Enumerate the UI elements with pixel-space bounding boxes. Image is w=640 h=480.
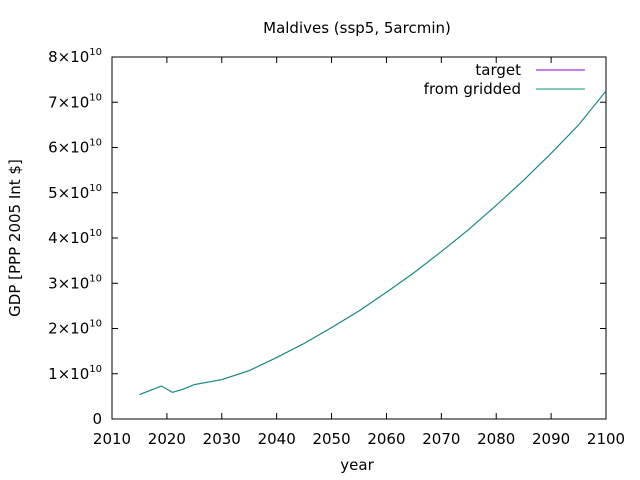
x-tick-label: 2060	[367, 430, 405, 448]
x-tick-label: 2100	[587, 430, 625, 448]
x-axis-label: year	[340, 456, 374, 474]
y-tick-label: 4×1010	[48, 228, 102, 247]
y-tick-label: 5×1010	[48, 183, 102, 202]
y-tick-label: 0	[92, 410, 102, 428]
x-tick-label: 2040	[258, 430, 296, 448]
y-axis-ticks: 0 1×1010 2×1010 3×1010 4×1010 5×1010 6×1010 7×1…	[48, 47, 606, 428]
legend-label: target	[475, 61, 521, 79]
x-tick-label: 2050	[312, 430, 350, 448]
series-layer	[139, 90, 607, 396]
x-axis-ticks: 2010 2020 2030 2040 2050 2060 2070 2080 2090 2100	[93, 57, 625, 448]
x-tick-label: 2080	[477, 430, 515, 448]
y-tick-label: 2×1010	[48, 319, 102, 338]
y-tick-label: 3×1010	[48, 273, 102, 292]
x-tick-label: 2070	[422, 430, 460, 448]
x-tick-label: 2010	[93, 430, 131, 448]
series-line-1	[139, 90, 607, 396]
y-tick-label: 6×1010	[48, 138, 102, 157]
x-tick-label: 2020	[148, 430, 186, 448]
y-tick-label: 8×1010	[48, 47, 102, 66]
y-tick-label: 7×1010	[48, 92, 102, 111]
plot-frame	[111, 56, 607, 420]
legend-label: from gridded	[424, 80, 521, 98]
y-tick-label: 1×1010	[48, 364, 102, 383]
y-axis-label: GDP [PPP 2005 Int $]	[6, 159, 24, 317]
x-tick-label: 2030	[203, 430, 241, 448]
x-tick-label: 2090	[532, 430, 570, 448]
chart-title: Maldives (ssp5, 5arcmin)	[263, 19, 451, 37]
series-line-0	[139, 90, 607, 396]
